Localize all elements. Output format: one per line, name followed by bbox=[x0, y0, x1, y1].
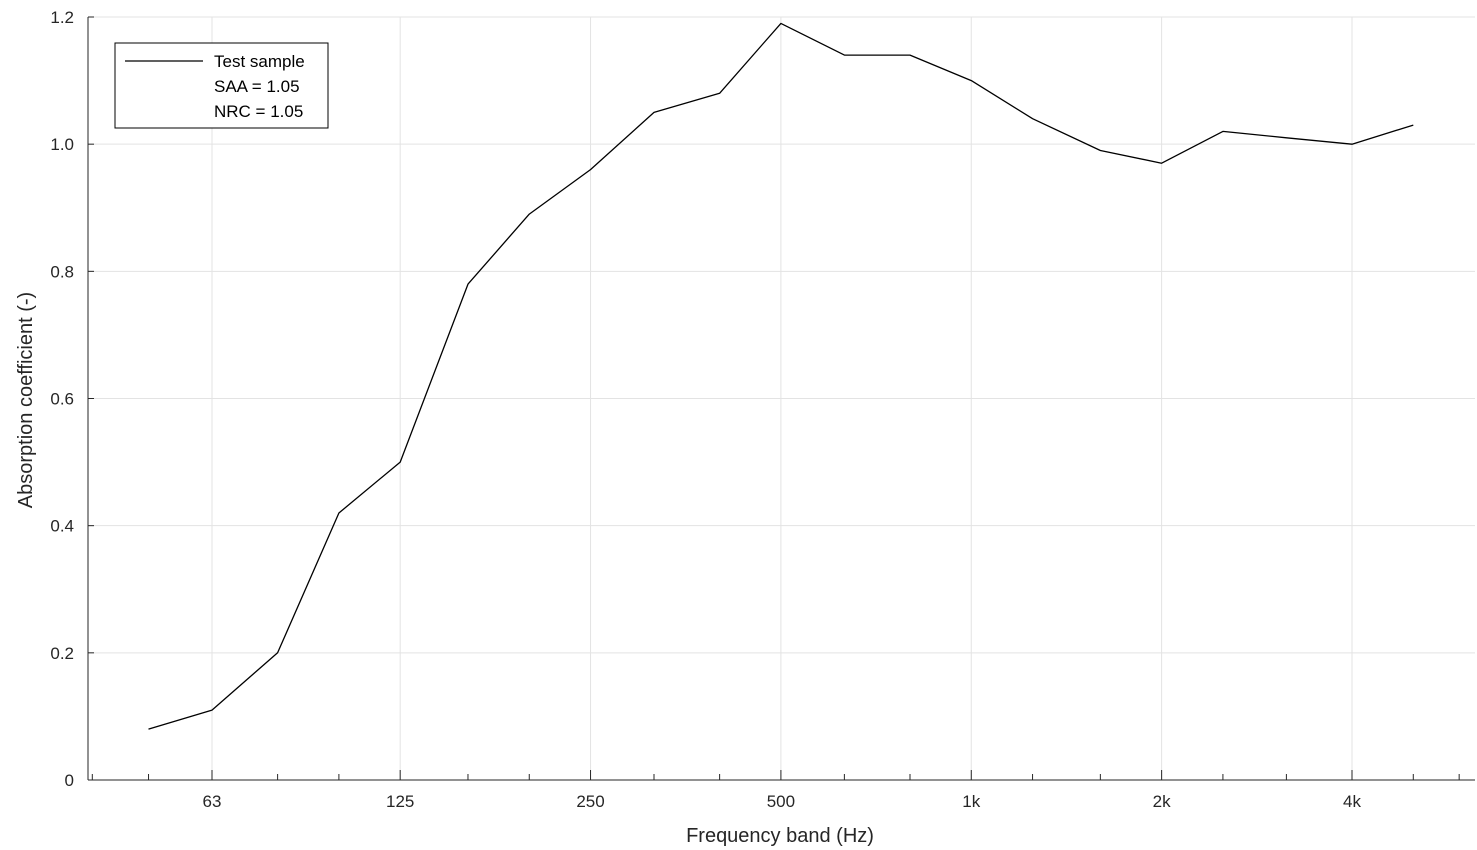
y-tick-label: 0 bbox=[65, 771, 74, 790]
data-point bbox=[970, 79, 972, 81]
data-point bbox=[780, 22, 782, 24]
data-point bbox=[1285, 137, 1287, 139]
y-axis-title: Absorption coefficient (-) bbox=[15, 292, 37, 508]
y-tick-label: 0.8 bbox=[50, 262, 74, 281]
axes: 0 0.2 0.4 0.6 0.8 1.0 1.2 63 125 250 500 1k 2k 4k bbox=[50, 8, 1475, 811]
y-tick-label: 1.2 bbox=[50, 8, 74, 27]
y-tick-label: 0.6 bbox=[50, 390, 74, 409]
legend-box bbox=[114, 42, 329, 129]
x-tick-label: 2k bbox=[1153, 792, 1171, 811]
legend-entry-nrc: NRC = 1.05 bbox=[214, 102, 303, 121]
data-point bbox=[909, 54, 911, 56]
data-point bbox=[589, 168, 591, 170]
data-point bbox=[147, 728, 149, 730]
y-tick-label: 0.2 bbox=[50, 644, 74, 663]
data-point bbox=[843, 54, 845, 56]
legend-entry-test-sample: Test sample bbox=[214, 52, 305, 71]
x-tick-label: 1k bbox=[962, 792, 980, 811]
grid bbox=[88, 16, 1475, 780]
x-tick-label: 125 bbox=[386, 792, 414, 811]
x-tick-label: 250 bbox=[576, 792, 604, 811]
y-tick-label: 0.4 bbox=[50, 517, 74, 536]
x-tick-label: 4k bbox=[1343, 792, 1361, 811]
legend-entry-saa: SAA = 1.05 bbox=[214, 77, 300, 96]
data-point bbox=[653, 111, 655, 113]
x-axis-title: Frequency band (Hz) bbox=[686, 825, 874, 847]
data-point bbox=[528, 213, 530, 215]
series-line-test-sample bbox=[148, 22, 1414, 730]
data-point bbox=[338, 512, 340, 514]
legend: Test sample SAA = 1.05 NRC = 1.05 bbox=[114, 42, 329, 129]
data-point bbox=[211, 709, 213, 711]
data-point bbox=[718, 92, 720, 94]
series-layer bbox=[147, 22, 1414, 730]
data-point bbox=[1160, 162, 1162, 164]
data-point bbox=[1222, 130, 1224, 132]
data-point bbox=[1099, 149, 1101, 151]
data-point bbox=[1351, 143, 1353, 145]
x-tick-label: 500 bbox=[767, 792, 795, 811]
y-tick-label: 1.0 bbox=[50, 135, 74, 154]
data-point bbox=[276, 652, 278, 654]
x-tick-label: 63 bbox=[203, 792, 222, 811]
data-point bbox=[399, 461, 401, 463]
data-point bbox=[1412, 124, 1414, 126]
data-point bbox=[467, 283, 469, 285]
data-point bbox=[1031, 118, 1033, 120]
